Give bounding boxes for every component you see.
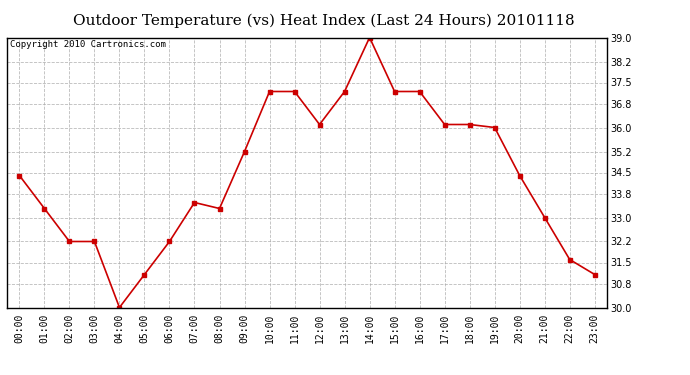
Text: Copyright 2010 Cartronics.com: Copyright 2010 Cartronics.com	[10, 40, 166, 49]
Text: Outdoor Temperature (vs) Heat Index (Last 24 Hours) 20101118: Outdoor Temperature (vs) Heat Index (Las…	[74, 13, 575, 27]
